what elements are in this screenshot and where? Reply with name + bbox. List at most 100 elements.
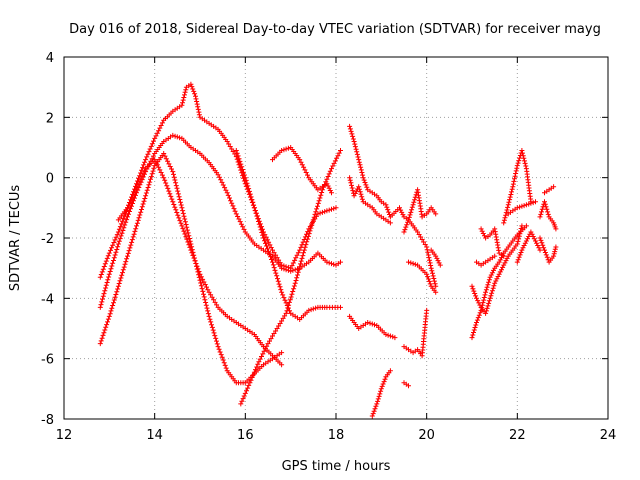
data-point (477, 310, 483, 316)
data-point (174, 210, 180, 215)
data-point (180, 210, 186, 216)
data-point (259, 230, 265, 235)
data-point (151, 138, 156, 144)
data-point (539, 240, 545, 246)
data-point (170, 199, 176, 205)
data-point (108, 247, 113, 253)
data-point (356, 157, 362, 163)
data-point (372, 322, 377, 328)
data-point (201, 291, 206, 297)
data-point (187, 244, 193, 250)
data-point (515, 160, 521, 166)
data-point (111, 297, 117, 303)
data-point (428, 265, 434, 271)
data-point (378, 386, 384, 392)
data-point (378, 388, 384, 394)
data-point (99, 269, 105, 275)
data-point (173, 183, 179, 189)
data-point (101, 330, 107, 336)
data-point (295, 272, 300, 278)
gridlines (64, 57, 608, 419)
data-point (125, 214, 130, 220)
data-point (410, 202, 416, 208)
data-point (249, 375, 255, 380)
data-point (177, 197, 183, 202)
data-point (305, 236, 311, 242)
data-point (325, 174, 331, 179)
data-point (358, 191, 364, 197)
data-point (98, 272, 104, 277)
data-point (347, 177, 353, 183)
data-point (364, 184, 370, 190)
data-point (248, 377, 254, 383)
data-point (485, 282, 491, 288)
data-point (492, 253, 498, 259)
data-point (246, 382, 252, 388)
data-point (254, 213, 260, 219)
data-point (182, 231, 188, 237)
data-point (285, 145, 291, 151)
data-point (233, 211, 239, 217)
data-point (238, 161, 244, 167)
data-point (156, 128, 162, 134)
data-point (315, 203, 320, 209)
data-point (347, 126, 353, 132)
data-point (303, 242, 309, 248)
data-point (513, 171, 519, 176)
data-point (429, 268, 435, 274)
data-point (434, 255, 440, 261)
data-point (284, 303, 290, 308)
data-point (412, 197, 418, 203)
data-point (290, 289, 296, 294)
data-point (483, 289, 489, 295)
data-point (433, 289, 439, 295)
data-point (526, 234, 532, 239)
data-point (369, 413, 375, 419)
data-point (329, 190, 334, 196)
data-point (299, 162, 305, 168)
data-point (540, 242, 546, 248)
data-point (390, 334, 396, 340)
data-point (219, 354, 225, 360)
data-point (310, 220, 315, 226)
data-point (500, 252, 506, 258)
data-point (241, 169, 246, 175)
data-point (182, 92, 187, 98)
data-point (224, 190, 230, 196)
data-point (400, 212, 406, 218)
data-point (136, 215, 142, 221)
data-point (347, 175, 353, 181)
data-point (354, 149, 360, 155)
data-point (252, 208, 258, 214)
data-point (103, 285, 109, 291)
data-point (261, 235, 266, 241)
data-point (427, 257, 432, 263)
data-point (204, 284, 209, 290)
data-point (171, 202, 177, 207)
data-point (195, 106, 201, 112)
data-point (297, 247, 303, 253)
data-point (148, 174, 154, 180)
data-point (275, 278, 281, 284)
data-point (516, 254, 522, 260)
data-point (236, 156, 242, 162)
data-point (125, 253, 130, 259)
data-point (279, 350, 285, 356)
data-point (332, 158, 338, 164)
data-point (375, 396, 381, 402)
data-point (137, 212, 143, 218)
data-point (492, 280, 498, 286)
data-point (270, 259, 275, 265)
data-point (541, 245, 547, 251)
y-tick-label: 2 (46, 111, 54, 126)
data-point (263, 234, 269, 240)
data-point (433, 283, 439, 289)
data-point (266, 239, 272, 245)
x-tick-label: 12 (56, 428, 73, 443)
data-point (240, 167, 246, 172)
data-point (511, 178, 517, 184)
data-point (260, 232, 266, 238)
data-point (503, 212, 509, 218)
data-point (496, 271, 502, 277)
